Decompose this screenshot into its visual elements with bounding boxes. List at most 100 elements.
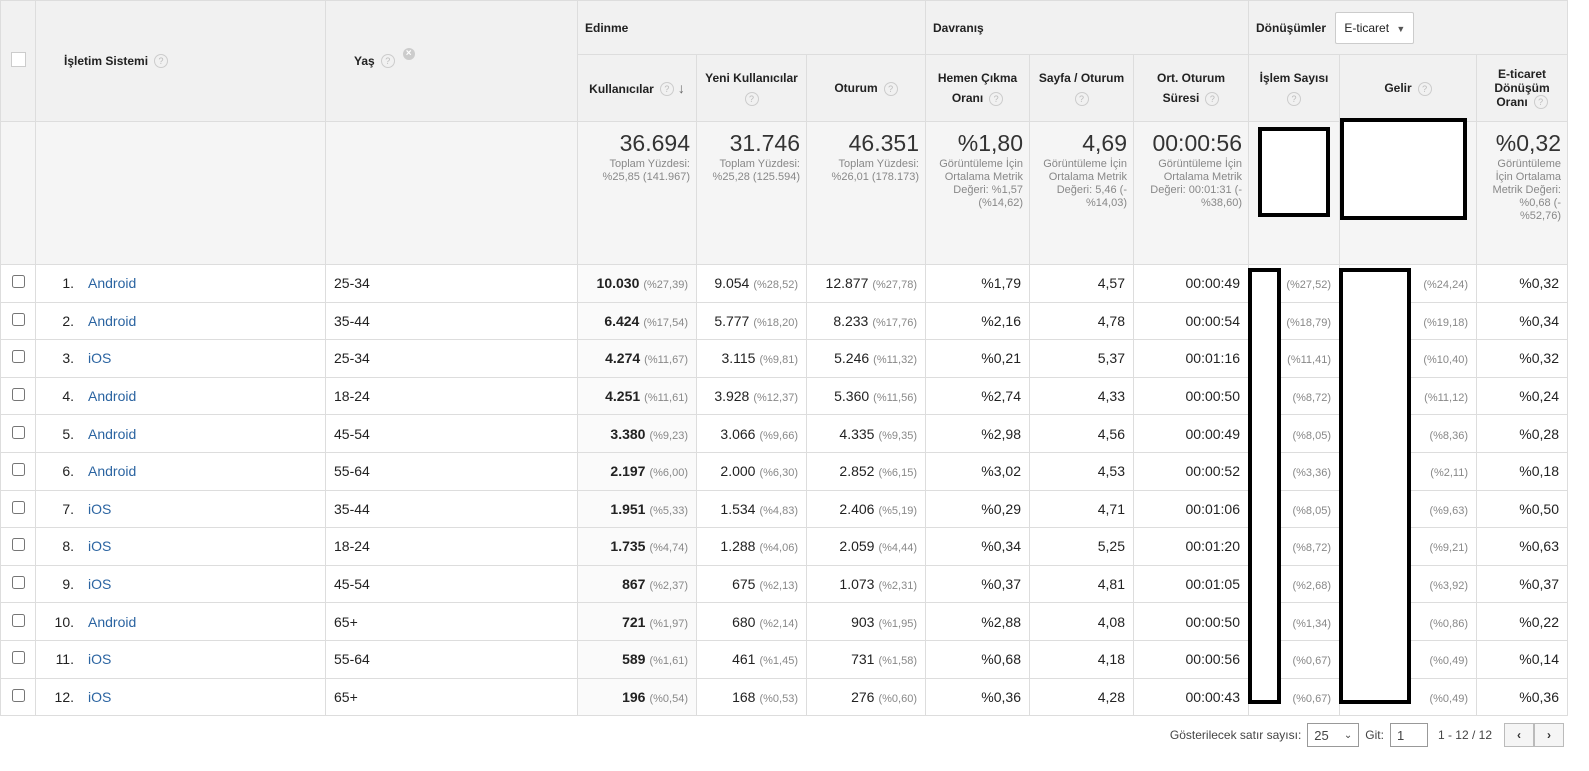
pps-cell: 4,78 [1029,301,1134,341]
new-users-pct: (%4,06) [759,542,798,555]
help-icon[interactable]: ? [1287,91,1301,106]
pps-cell: 4,28 [1029,677,1134,717]
os-link[interactable]: iOS [88,350,112,367]
help-icon[interactable]: ? [1417,81,1432,96]
sessions-pct: (%4,44) [878,542,917,555]
sessions-value: 2.406 [839,500,875,517]
avg-duration-cell: 00:00:56 [1133,639,1249,679]
avg-duration-col-header[interactable]: Ort. Oturum Süresi? [1133,54,1249,122]
sessions-pct: (%9,35) [878,429,917,442]
new-users-cell: 1.534 (%4,83) [696,489,807,529]
os-link[interactable]: iOS [88,500,112,517]
help-icon[interactable]: ? [1533,95,1548,110]
new-users-value: 3.115 [721,350,756,367]
age-cell: 45-54 [325,414,578,453]
users-cell: 196 (%0,54) [577,677,697,717]
sessions-cell: 8.233 (%17,76) [806,301,926,341]
row-checkbox[interactable] [11,613,25,627]
new-users-pct: (%12,37) [753,392,798,405]
sessions-col-header[interactable]: Oturum? [806,54,926,122]
row-checkbox[interactable] [11,688,25,702]
ecom-rate-cell: %0,24 [1476,376,1568,416]
help-icon[interactable]: ? [883,81,898,96]
avg-duration-cell: 00:01:05 [1133,564,1249,604]
help-icon[interactable]: ? [989,91,1004,106]
new-users-cell: 3.066 (%9,66) [696,414,807,453]
pps-cell: 4,81 [1029,564,1134,604]
row-checkbox[interactable] [11,312,25,326]
rows-per-page-select[interactable]: 25 ⌄ [1307,723,1360,747]
age-cell: 35-44 [325,301,578,341]
sessions-value: 1.073 [839,576,875,593]
prev-page-icon[interactable]: ‹ [1504,723,1534,747]
row-checkbox[interactable] [11,463,25,477]
help-icon[interactable]: ? [1205,91,1220,106]
new-users-pct: (%9,81) [759,354,798,367]
row-checkbox[interactable] [11,350,25,364]
os-link[interactable]: Android [88,463,137,480]
remove-dimension-icon[interactable]: × [402,47,415,60]
sessions-value: 2.852 [839,463,875,480]
users-value: 2.197 [610,463,646,480]
os-header[interactable]: İşletim Sistemi? [35,0,326,122]
os-link[interactable]: iOS [88,651,112,668]
row-checkbox[interactable] [11,538,25,552]
os-link[interactable]: iOS [88,576,112,593]
sort-desc-icon[interactable]: ↓ [677,79,685,96]
new-users-col-header[interactable]: Yeni Kullanıcılar? [696,54,807,122]
age-header[interactable]: Yaş ? × [325,0,578,122]
users-pct: (%5,33) [649,504,688,517]
new-users-value: 675 [732,576,756,593]
pps-col-header[interactable]: Sayfa / Oturum? [1029,54,1134,122]
ecom-rate-cell: %0,32 [1476,264,1568,303]
row-index: 3. [62,350,74,367]
summary-sub: Toplam Yüzdesi: %25,28 (125.594) [712,158,800,183]
sessions-cell: 4.335 (%9,35) [806,414,926,453]
os-link[interactable]: Android [88,388,137,405]
table-row: 1. Android 25-34 10.030 (%27,39) 9.054 (%28,52… [0,264,1568,303]
ecom-rate-col-header[interactable]: E-ticaret Dönüşüm Oranı? [1476,54,1568,122]
os-link[interactable]: iOS [88,538,112,555]
row-checkbox[interactable] [11,425,25,439]
ecom-rate-cell: %0,28 [1476,414,1568,453]
row-checkbox-cell [0,602,36,641]
help-icon[interactable]: ? [1074,91,1089,106]
os-link[interactable]: Android [88,312,137,329]
users-pct: (%1,61) [649,655,688,668]
rows-per-page-label: Gösterilecek satır sayısı: [1169,728,1302,742]
summary-value: %0,32 [1495,130,1561,156]
os-link[interactable]: Android [88,425,137,442]
help-icon[interactable]: ? [154,54,169,69]
row-checkbox[interactable] [11,576,25,590]
bounce-col-header[interactable]: Hemen Çıkma Oranı? [925,54,1030,122]
row-checkbox[interactable] [11,388,25,402]
users-col-header[interactable]: Kullanıcılar? ↓ [577,54,697,122]
transactions-col-header[interactable]: İşlem Sayısı? [1248,54,1340,122]
table-row: 8. iOS 18-24 1.735 (%4,74) 1.288 (%4,06) 2.059(… [0,527,1568,566]
revenue-pct: (%8,36) [1429,429,1468,442]
transactions-pct: (%3,36) [1292,467,1331,480]
revenue-col-header[interactable]: Gelir? [1339,54,1477,122]
redaction-box [1248,268,1281,704]
os-cell: 11. iOS [35,639,326,679]
bounce-cell: %0,37 [925,564,1030,604]
help-icon[interactable]: ? [659,82,674,97]
os-link[interactable]: Android [88,613,137,630]
goto-page-input[interactable]: 1 [1389,723,1428,747]
row-checkbox[interactable] [11,500,25,514]
os-link[interactable]: iOS [88,688,112,705]
bounce-cell: %0,34 [925,527,1030,566]
row-checkbox[interactable] [11,651,25,665]
next-page-icon[interactable]: › [1534,723,1564,747]
summary-empty [325,121,578,265]
select-all-checkbox[interactable] [10,52,26,67]
users-cell: 1.951 (%5,33) [577,489,697,529]
help-icon[interactable]: ? [380,54,395,69]
ecom-rate-cell: %0,22 [1476,602,1568,641]
row-checkbox[interactable] [11,275,25,289]
help-icon[interactable]: ? [744,91,759,106]
users-cell: 589 (%1,61) [577,639,697,679]
os-link[interactable]: Android [88,275,137,292]
conversion-type-dropdown[interactable]: E-ticaret ▼ [1335,11,1415,44]
summary-sub: Görüntüleme İçin Ortalama Metrik Değeri:… [1150,158,1242,209]
